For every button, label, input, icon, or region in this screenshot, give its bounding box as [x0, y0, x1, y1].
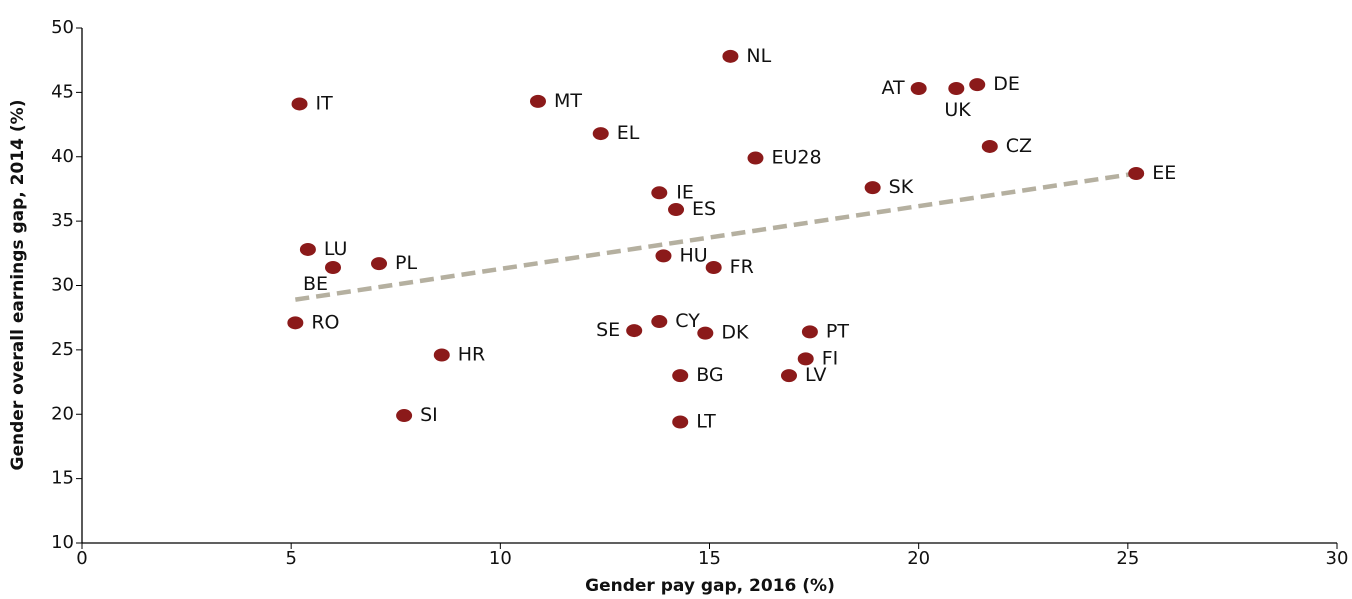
- point-label: FI: [822, 347, 839, 369]
- point: [433, 348, 450, 362]
- point: [981, 139, 998, 153]
- point: [287, 316, 304, 330]
- point: [672, 415, 689, 429]
- point: [396, 409, 413, 423]
- point-label: EL: [617, 122, 640, 144]
- point-label: FR: [730, 256, 754, 278]
- point-label: LT: [696, 410, 716, 432]
- point-label: PL: [395, 252, 417, 274]
- y-tick-label: 15: [51, 468, 74, 489]
- point: [948, 82, 965, 96]
- x-tick-label: 20: [907, 548, 930, 569]
- x-tick-label: 25: [1116, 548, 1139, 569]
- point-label: IE: [676, 181, 694, 203]
- point: [626, 324, 643, 338]
- y-tick-label: 25: [51, 339, 74, 360]
- point-label: DE: [993, 73, 1020, 95]
- y-tick-label: 20: [51, 403, 74, 424]
- point: [371, 257, 388, 271]
- point: [299, 242, 316, 256]
- point-label: HU: [679, 244, 707, 266]
- y-tick-label: 40: [51, 146, 74, 167]
- point: [801, 325, 818, 339]
- point-label: CZ: [1006, 135, 1032, 157]
- trendline: [295, 171, 1137, 302]
- point: [291, 97, 308, 111]
- point-label: BE: [303, 273, 328, 295]
- point-label: AT: [882, 77, 906, 99]
- point-label: HR: [458, 344, 486, 366]
- point: [655, 249, 672, 263]
- x-tick-label: 0: [76, 548, 87, 569]
- point-label: EE: [1152, 162, 1176, 184]
- point-label: BG: [696, 364, 723, 386]
- y-axis-title: Gender overall earnings gap, 2014 (%): [8, 100, 28, 471]
- point-label: RO: [311, 311, 339, 333]
- x-axis-title: Gender pay gap, 2016 (%): [585, 576, 835, 596]
- point: [697, 326, 714, 340]
- point-label: UK: [944, 99, 971, 121]
- point-label: CY: [675, 310, 700, 332]
- point-label: SE: [596, 319, 620, 341]
- y-tick-label: 35: [51, 210, 74, 231]
- point: [864, 181, 881, 195]
- point-label: NL: [746, 45, 771, 67]
- point-label: LU: [324, 238, 348, 260]
- point-label: EU28: [772, 147, 822, 169]
- point-label: DK: [721, 322, 749, 344]
- point: [722, 49, 739, 63]
- point: [672, 369, 689, 383]
- x-tick-label: 5: [285, 548, 296, 569]
- point: [780, 369, 797, 383]
- point: [668, 203, 685, 217]
- point-label: IT: [316, 92, 334, 114]
- point-label: PT: [826, 320, 849, 342]
- point: [325, 260, 341, 274]
- point: [651, 186, 668, 200]
- point-label: MT: [554, 90, 582, 112]
- y-tick-label: 10: [51, 532, 74, 553]
- x-tick-label: 15: [698, 548, 721, 569]
- point: [797, 352, 814, 366]
- y-tick-label: 50: [51, 17, 74, 38]
- y-tick-label: 45: [51, 81, 74, 102]
- point: [651, 315, 668, 329]
- point-label: SK: [889, 176, 914, 198]
- point: [592, 127, 609, 141]
- point: [529, 94, 546, 108]
- point-label: ES: [692, 198, 716, 220]
- point: [969, 78, 986, 92]
- x-tick-label: 30: [1326, 548, 1349, 569]
- point: [747, 151, 764, 165]
- point: [910, 82, 927, 96]
- x-tick-label: 10: [489, 548, 512, 569]
- point-label: LV: [805, 364, 827, 386]
- y-tick-label: 30: [51, 275, 74, 296]
- point: [1128, 166, 1145, 180]
- point-label: SI: [420, 404, 438, 426]
- point: [705, 260, 722, 274]
